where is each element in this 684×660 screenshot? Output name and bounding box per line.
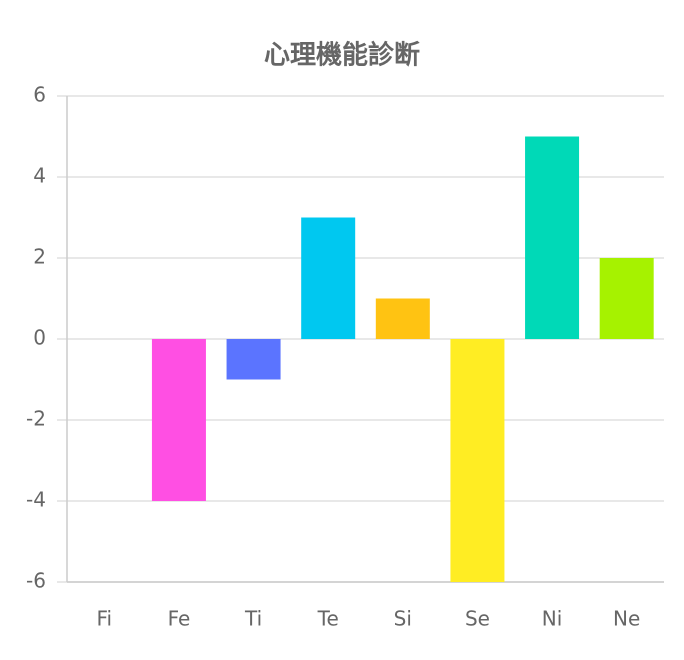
x-tick-label: Te (317, 607, 339, 631)
bar (450, 339, 505, 582)
bar (301, 217, 356, 339)
y-tick-label: -4 (26, 488, 46, 512)
bar (525, 136, 580, 339)
y-tick-label: -2 (26, 407, 46, 431)
y-tick-label: -6 (26, 569, 46, 593)
chart-title: 心理機能診断 (264, 40, 420, 71)
y-tick-label: 4 (33, 164, 46, 188)
y-tick-label: 0 (33, 326, 46, 350)
y-tick-label: 6 (33, 83, 46, 107)
y-tick-label: 2 (33, 245, 46, 269)
x-tick-label: Ne (613, 607, 640, 631)
bar (599, 258, 654, 339)
bar (151, 339, 206, 501)
bar (375, 298, 430, 339)
x-tick-label: Se (465, 607, 490, 631)
x-tick-label: Ni (542, 607, 563, 631)
bar (226, 339, 281, 380)
x-tick-label: Fi (97, 607, 113, 631)
x-tick-label: Fe (168, 607, 191, 631)
x-tick-label: Ti (244, 607, 262, 631)
x-tick-label: Si (394, 607, 412, 631)
